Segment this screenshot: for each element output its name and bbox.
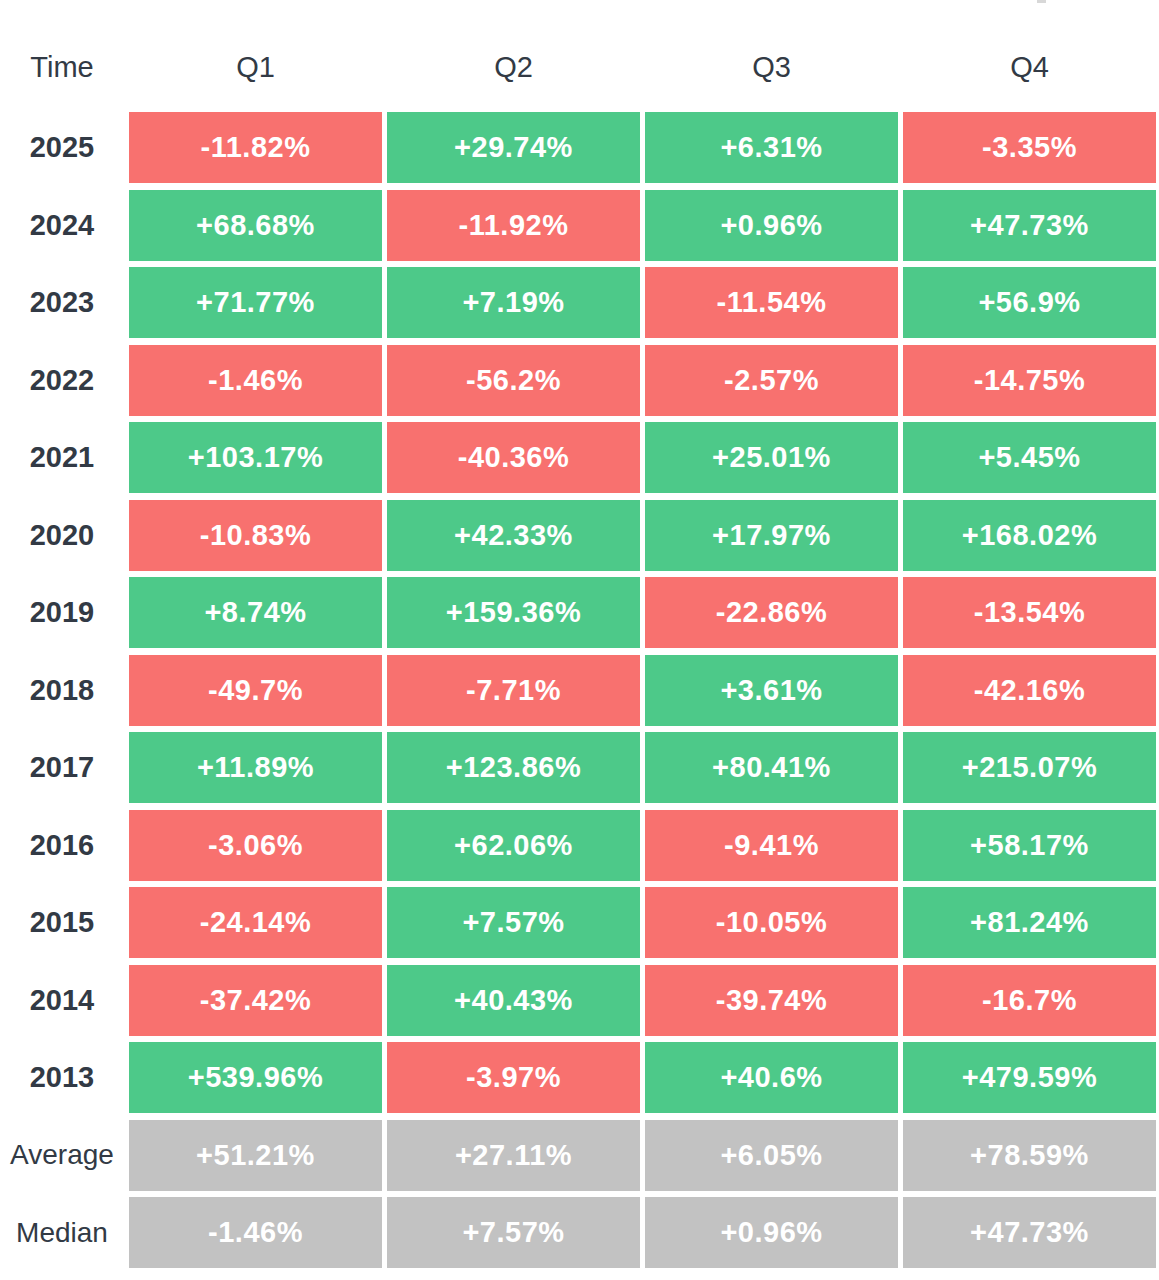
row-label: 2015	[0, 887, 124, 958]
return-cell-q1: +539.96%	[129, 1042, 382, 1113]
row-label: 2020	[0, 500, 124, 571]
return-cell-q3: +6.05%	[645, 1120, 898, 1191]
column-header-q4: Q4	[903, 51, 1156, 84]
return-cell-q4: +5.45%	[903, 422, 1156, 493]
row-label: 2022	[0, 345, 124, 416]
return-cell-q3: -2.57%	[645, 345, 898, 416]
column-header-q3: Q3	[645, 51, 898, 84]
return-cell-q1: +11.89%	[129, 732, 382, 803]
row-label: Median	[0, 1197, 124, 1268]
return-cell-q1: +68.68%	[129, 190, 382, 261]
return-cell-q4: +47.73%	[903, 190, 1156, 261]
return-cell-q2: -40.36%	[387, 422, 640, 493]
return-cell-q4: +47.73%	[903, 1197, 1156, 1268]
table-row: 2022 -1.46% -56.2% -2.57% -14.75%	[0, 345, 1159, 416]
return-cell-q1: -1.46%	[129, 345, 382, 416]
return-cell-q2: +7.57%	[387, 1197, 640, 1268]
return-cell-q2: +29.74%	[387, 112, 640, 183]
return-cell-q4: +168.02%	[903, 500, 1156, 571]
return-cell-q3: -11.54%	[645, 267, 898, 338]
return-cell-q4: +215.07%	[903, 732, 1156, 803]
return-cell-q4: +56.9%	[903, 267, 1156, 338]
row-label: 2023	[0, 267, 124, 338]
return-cell-q1: -1.46%	[129, 1197, 382, 1268]
return-cell-q1: +51.21%	[129, 1120, 382, 1191]
return-cell-q1: -24.14%	[129, 887, 382, 958]
return-cell-q4: -14.75%	[903, 345, 1156, 416]
return-cell-q1: +71.77%	[129, 267, 382, 338]
return-cell-q2: +159.36%	[387, 577, 640, 648]
return-cell-q3: -39.74%	[645, 965, 898, 1036]
return-cell-q1: +103.17%	[129, 422, 382, 493]
return-cell-q3: +0.96%	[645, 1197, 898, 1268]
return-cell-q3: -22.86%	[645, 577, 898, 648]
return-cell-q1: -3.06%	[129, 810, 382, 881]
row-label: 2019	[0, 577, 124, 648]
return-cell-q2: -11.92%	[387, 190, 640, 261]
return-cell-q2: +40.43%	[387, 965, 640, 1036]
cutoff-element-fragment	[1037, 0, 1046, 3]
row-label: 2021	[0, 422, 124, 493]
return-cell-q3: +80.41%	[645, 732, 898, 803]
table-header-row: Time Q1 Q2 Q3 Q4	[0, 46, 1159, 88]
return-cell-q4: +58.17%	[903, 810, 1156, 881]
return-cell-q3: -10.05%	[645, 887, 898, 958]
return-cell-q1: -49.7%	[129, 655, 382, 726]
return-cell-q3: +3.61%	[645, 655, 898, 726]
column-header-q2: Q2	[387, 51, 640, 84]
return-cell-q3: +6.31%	[645, 112, 898, 183]
table-row: 2013 +539.96% -3.97% +40.6% +479.59%	[0, 1042, 1159, 1113]
return-cell-q3: +0.96%	[645, 190, 898, 261]
row-label: 2016	[0, 810, 124, 881]
return-cell-q2: +42.33%	[387, 500, 640, 571]
return-cell-q2: -56.2%	[387, 345, 640, 416]
return-cell-q2: +27.11%	[387, 1120, 640, 1191]
table-row: 2019 +8.74% +159.36% -22.86% -13.54%	[0, 577, 1159, 648]
table-rows: 2025 -11.82% +29.74% +6.31% -3.35% 2024 …	[0, 112, 1159, 1268]
row-label: 2018	[0, 655, 124, 726]
return-cell-q1: -11.82%	[129, 112, 382, 183]
return-cell-q2: -7.71%	[387, 655, 640, 726]
return-cell-q4: -16.7%	[903, 965, 1156, 1036]
table-row: 2020 -10.83% +42.33% +17.97% +168.02%	[0, 500, 1159, 571]
row-label: Average	[0, 1120, 124, 1191]
table-row: 2021 +103.17% -40.36% +25.01% +5.45%	[0, 422, 1159, 493]
return-cell-q1: -37.42%	[129, 965, 382, 1036]
row-label: 2024	[0, 190, 124, 261]
column-header-q1: Q1	[129, 51, 382, 84]
table-row: 2017 +11.89% +123.86% +80.41% +215.07%	[0, 732, 1159, 803]
return-cell-q4: +479.59%	[903, 1042, 1156, 1113]
row-label: 2017	[0, 732, 124, 803]
return-cell-q4: +81.24%	[903, 887, 1156, 958]
table-row: 2014 -37.42% +40.43% -39.74% -16.7%	[0, 965, 1159, 1036]
return-cell-q4: -3.35%	[903, 112, 1156, 183]
table-row: 2018 -49.7% -7.71% +3.61% -42.16%	[0, 655, 1159, 726]
return-cell-q3: -9.41%	[645, 810, 898, 881]
return-cell-q4: -42.16%	[903, 655, 1156, 726]
return-cell-q3: +17.97%	[645, 500, 898, 571]
table-row: Median -1.46% +7.57% +0.96% +47.73%	[0, 1197, 1159, 1268]
return-cell-q4: -13.54%	[903, 577, 1156, 648]
return-cell-q2: -3.97%	[387, 1042, 640, 1113]
table-row: 2015 -24.14% +7.57% -10.05% +81.24%	[0, 887, 1159, 958]
return-cell-q2: +62.06%	[387, 810, 640, 881]
table-row: 2023 +71.77% +7.19% -11.54% +56.9%	[0, 267, 1159, 338]
return-cell-q2: +7.57%	[387, 887, 640, 958]
column-header-time: Time	[0, 51, 124, 84]
return-cell-q2: +123.86%	[387, 732, 640, 803]
table-row: 2024 +68.68% -11.92% +0.96% +47.73%	[0, 190, 1159, 261]
return-cell-q3: +40.6%	[645, 1042, 898, 1113]
return-cell-q2: +7.19%	[387, 267, 640, 338]
row-label: 2014	[0, 965, 124, 1036]
return-cell-q1: -10.83%	[129, 500, 382, 571]
quarterly-returns-table: Time Q1 Q2 Q3 Q4 2025 -11.82% +29.74% +6…	[0, 0, 1159, 1268]
row-label: 2013	[0, 1042, 124, 1113]
table-row: 2025 -11.82% +29.74% +6.31% -3.35%	[0, 112, 1159, 183]
table-row: Average +51.21% +27.11% +6.05% +78.59%	[0, 1120, 1159, 1191]
return-cell-q1: +8.74%	[129, 577, 382, 648]
return-cell-q3: +25.01%	[645, 422, 898, 493]
row-label: 2025	[0, 112, 124, 183]
return-cell-q4: +78.59%	[903, 1120, 1156, 1191]
table-row: 2016 -3.06% +62.06% -9.41% +58.17%	[0, 810, 1159, 881]
